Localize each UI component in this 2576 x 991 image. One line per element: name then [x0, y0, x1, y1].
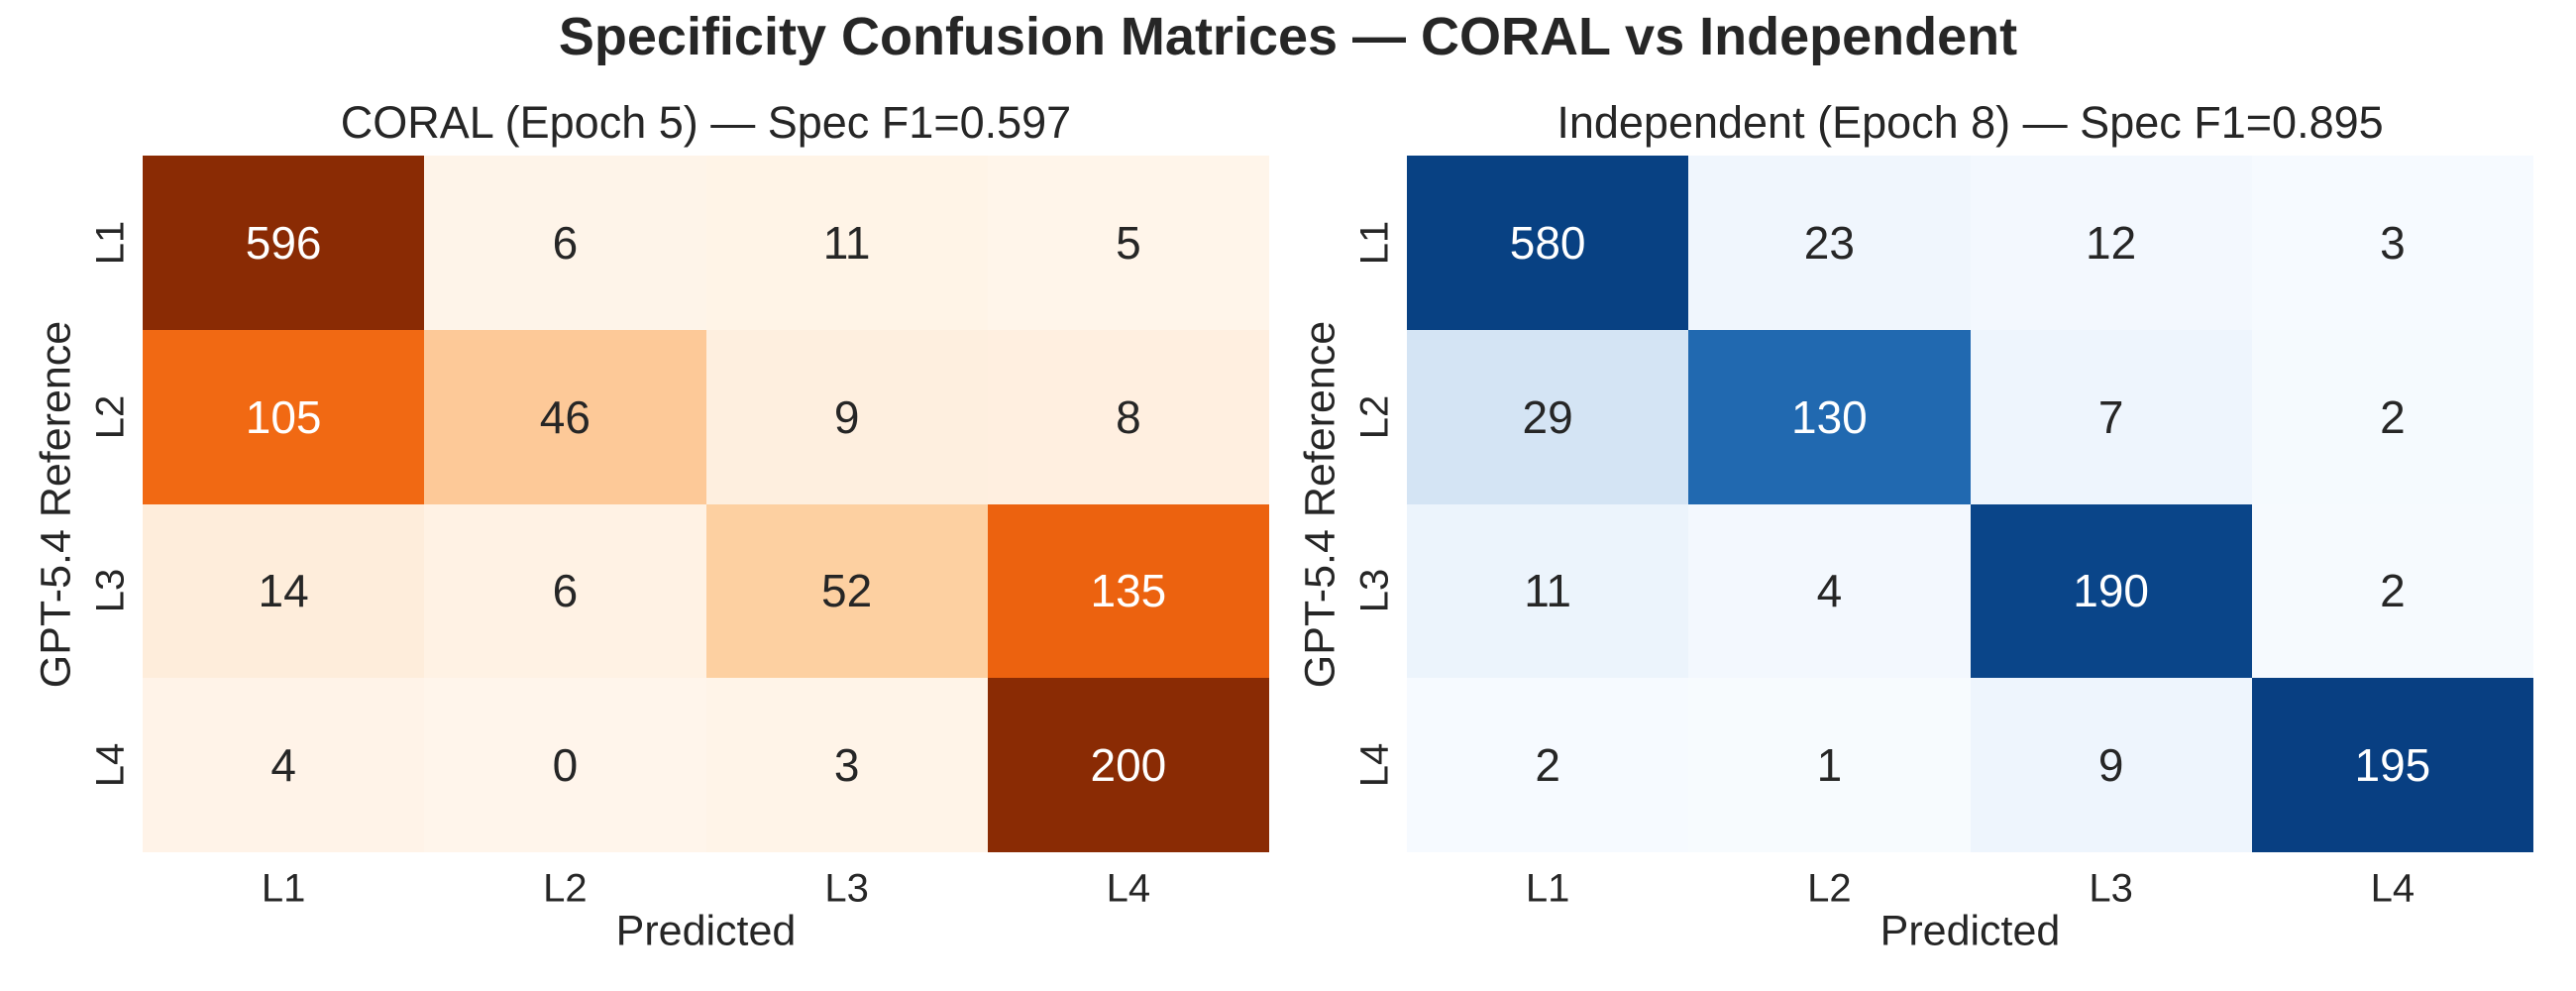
- heatmap-cell-r2c3: 7: [1970, 329, 2252, 504]
- heatmap-cell-r4c2: 1: [1688, 678, 1971, 852]
- heatmap-cell-r1c1: 580: [1407, 156, 1689, 330]
- heatmap-cell-r2c1: 105: [143, 329, 425, 504]
- heatmap-cell-r2c3: 9: [705, 329, 988, 504]
- heatmap-cell-r2c2: 130: [1688, 329, 1971, 504]
- x-tick-label-l3: L3: [824, 866, 869, 911]
- heatmap-cell-r3c4: 2: [2251, 503, 2533, 679]
- heatmap-cell-r1c4: 5: [987, 156, 1269, 330]
- heatmap-cell-r1c3: 11: [705, 156, 988, 330]
- y-tick-label-l3: L3: [88, 569, 133, 613]
- x-tick-label-l2: L2: [543, 866, 588, 911]
- heatmap-cell-r1c4: 3: [2251, 156, 2533, 330]
- x-tick-label-l4: L4: [2370, 866, 2415, 911]
- coral-subplot-title: CORAL (Epoch 5) — Spec F1=0.597: [340, 97, 1072, 148]
- coral-x-axis-label: Predicted: [615, 907, 797, 955]
- heatmap-cell-r2c2: 46: [424, 329, 706, 504]
- heatmap-cell-r1c1: 596: [143, 156, 425, 330]
- y-tick-label-l2: L2: [1352, 394, 1397, 439]
- y-tick-label-l1: L1: [88, 220, 133, 266]
- heatmap-cell-r3c3: 52: [705, 503, 988, 679]
- x-tick-label-l3: L3: [2089, 866, 2133, 911]
- y-tick-label-l4: L4: [1352, 742, 1397, 788]
- figure-title: Specificity Confusion Matrices — CORAL v…: [558, 7, 2018, 66]
- heatmap-cell-r4c2: 0: [424, 678, 706, 852]
- x-tick-label-l2: L2: [1807, 866, 1852, 911]
- coral-y-axis-label: GPT-5.4 Reference: [32, 320, 80, 688]
- x-tick-label-l1: L1: [261, 866, 306, 911]
- heatmap-cell-r3c4: 135: [987, 503, 1269, 679]
- independent-x-axis-label: Predicted: [1879, 907, 2061, 955]
- heatmap-cell-r4c4: 200: [987, 678, 1269, 852]
- independent-y-axis-label: GPT-5.4 Reference: [1296, 320, 1344, 688]
- heatmap-cell-r1c3: 12: [1970, 156, 2252, 330]
- heatmap-cell-r3c2: 4: [1688, 503, 1971, 679]
- heatmap-cell-r2c4: 8: [987, 329, 1269, 504]
- y-tick-label-l1: L1: [1352, 220, 1397, 266]
- heatmap-cell-r4c3: 3: [705, 678, 988, 852]
- heatmap-cell-r3c1: 14: [143, 503, 425, 679]
- y-tick-label-l4: L4: [88, 742, 133, 788]
- heatmap-cell-r4c1: 4: [143, 678, 425, 852]
- independent-subplot-title: Independent (Epoch 8) — Spec F1=0.895: [1556, 97, 2384, 148]
- heatmap-cell-r4c1: 2: [1407, 678, 1689, 852]
- y-tick-label-l3: L3: [1352, 569, 1397, 613]
- independent-heatmap-grid: 580 23 12 3 29 130 7 2 11 4 190 2 2 1 9 195: [1407, 156, 2533, 852]
- heatmap-cell-r3c2: 6: [424, 503, 706, 679]
- heatmap-cell-r3c3: 190: [1970, 503, 2252, 679]
- heatmap-cell-r1c2: 23: [1688, 156, 1971, 330]
- heatmap-cell-r2c4: 2: [2251, 329, 2533, 504]
- heatmap-cell-r1c2: 6: [424, 156, 706, 330]
- x-tick-label-l1: L1: [1525, 866, 1570, 911]
- heatmap-cell-r3c1: 11: [1407, 503, 1689, 679]
- heatmap-cell-r4c4: 195: [2251, 678, 2533, 852]
- heatmap-cell-r4c3: 9: [1970, 678, 2252, 852]
- x-tick-label-l4: L4: [1106, 866, 1151, 911]
- y-tick-label-l2: L2: [88, 394, 133, 439]
- heatmap-cell-r2c1: 29: [1407, 329, 1689, 504]
- coral-heatmap-grid: 596 6 11 5 105 46 9 8 14 6 52 135 4 0 3 200: [143, 156, 1269, 852]
